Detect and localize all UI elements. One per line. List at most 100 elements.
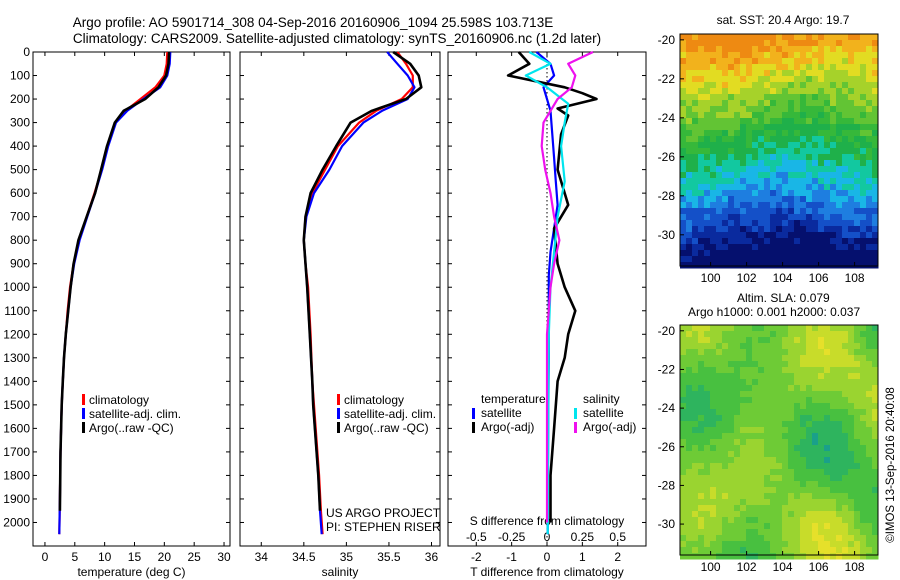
x-tick-label: 25 [188, 550, 202, 564]
y-tick-label: -22 [658, 72, 676, 86]
y-tick-label: 1800 [3, 468, 30, 482]
y-tick-label: 0 [23, 45, 30, 59]
x-tick-label: 104 [773, 560, 793, 574]
y-tick-label: -26 [658, 150, 676, 164]
y-tick-label: 900 [10, 257, 30, 271]
map-title: sat. SST: 20.4 Argo: 19.7 [717, 13, 850, 27]
series-line-argo-raw-qc- [302, 50, 423, 511]
legend-label: Argo(..raw -QC) [89, 421, 174, 435]
s-tick-label: 0 [544, 530, 551, 544]
y-tick-label: -28 [658, 478, 676, 492]
x-tick-label: 10 [98, 550, 112, 564]
y-tick-label: 500 [10, 163, 30, 177]
x-tick-label: 34 [255, 550, 269, 564]
x-axis-label: temperature (deg C) [77, 565, 185, 579]
heatmap-cells [680, 34, 879, 269]
legend-label: satellite [583, 406, 624, 420]
series-line-salinity-argo-adj- [540, 51, 594, 523]
y-tick-label: 1000 [3, 280, 30, 294]
legend-label: satellite-adj. clim. [89, 407, 181, 421]
legend-label: satellite-adj. clim. [344, 407, 436, 421]
legend-swatch [472, 422, 475, 433]
legend-swatch [337, 394, 340, 405]
panel-salinity: 34 34.5 35 35.5 36 salinity climatologysatelli… [239, 50, 441, 579]
legend-label: Argo(-adj) [481, 420, 534, 434]
legend-label: climatology [344, 393, 404, 407]
x-tick-label: 35 [340, 550, 354, 564]
series-line-salinity-satellite [524, 51, 570, 535]
panel-difference: T difference from climatology-2 -1 0 1 2 -0.5… [447, 51, 647, 579]
x-tick-label: 102 [737, 560, 757, 574]
legend-label: satellite [481, 406, 522, 420]
y-tick-label: 2000 [3, 515, 30, 529]
y-tick-label: 700 [10, 210, 30, 224]
legend-label: Argo(-adj) [583, 420, 636, 434]
x-tick-label: 30 [217, 550, 231, 564]
map-frame [679, 33, 879, 267]
legend-swatch [472, 408, 475, 419]
y-tick-label: 600 [10, 186, 30, 200]
y-tick-label: 1700 [3, 445, 30, 459]
pi-credit: PI: STEPHEN RISER [326, 520, 441, 534]
x-tick-label: 108 [845, 560, 865, 574]
x-tick-label: 2 [614, 550, 621, 564]
panel-temperature: 0100200300400500600700800900100011001200… [3, 45, 231, 579]
panel-sla_map: 100 102 104 106 108 -20 -22 -24 -26 -28 -30 Altim. … [658, 291, 879, 574]
legend-swatch [82, 422, 85, 433]
map-subtitle: Argo h1000: 0.001 h2000: 0.037 [688, 305, 860, 319]
y-tick-label: -26 [658, 440, 676, 454]
map-panels: 100 102 104 106 108 -20 -22 -24 -26 -28 -30 sat. SS… [658, 13, 879, 574]
legend-swatch [337, 408, 340, 419]
y-tick-label: -20 [658, 324, 676, 338]
x-tick-label: 100 [701, 560, 721, 574]
y-tick-label: -30 [658, 228, 676, 242]
map-title: Altim. SLA: 0.079 [737, 291, 830, 305]
x-axis-label: T difference from climatology [470, 565, 624, 579]
y-tick-label: -24 [658, 401, 676, 415]
figure-title-line2: Climatology: CARS2009. Satellite-adjuste… [73, 31, 601, 46]
panel-sst_map: 100 102 104 106 108 -20 -22 -24 -26 -28 -30 sat. SS… [658, 13, 879, 285]
x-tick-label: 102 [737, 271, 757, 285]
legend-swatch [574, 408, 577, 419]
project-credit: US ARGO PROJECT [326, 506, 441, 520]
y-tick-label: 1300 [3, 351, 30, 365]
y-tick-label: -22 [658, 362, 676, 376]
map-frame [679, 324, 879, 556]
x-tick-label: 0 [42, 550, 49, 564]
x-tick-label: 20 [158, 550, 172, 564]
y-tick-label: 1600 [3, 421, 30, 435]
x-tick-label: 36 [425, 550, 439, 564]
x-tick-label: -2 [471, 550, 482, 564]
x-tick-label: 34.5 [292, 550, 316, 564]
x-tick-label: 108 [845, 271, 865, 285]
y-tick-label: -28 [658, 189, 676, 203]
y-tick-label: 200 [10, 92, 30, 106]
x-tick-label: -1 [506, 550, 517, 564]
legend-swatch [82, 408, 85, 419]
figure-title-line1: Argo profile: AO 5901714_308 04-Sep-2016… [73, 15, 553, 30]
y-tick-label: 1400 [3, 374, 30, 388]
legend-heading: salinity [583, 392, 620, 406]
s-tick-label: -0.25 [498, 530, 526, 544]
legend-swatch [82, 394, 85, 405]
y-tick-label: 1900 [3, 492, 30, 506]
x-tick-label: 1 [579, 550, 586, 564]
plot-frame [32, 51, 231, 547]
x-tick-label: 35.5 [377, 550, 401, 564]
x-tick-label: 106 [809, 271, 829, 285]
series-line-argo-raw-qc- [58, 51, 171, 511]
x-tick-label: 5 [71, 550, 78, 564]
x-axis-label: salinity [322, 565, 359, 579]
x-tick-label: 100 [701, 271, 721, 285]
x-tick-label: 15 [128, 550, 142, 564]
legend-label: Argo(..raw -QC) [344, 421, 429, 435]
s-tick-label: 0.5 [609, 530, 626, 544]
profile-panels: 0100200300400500600700800900100011001200… [3, 45, 647, 579]
y-tick-label: 100 [10, 69, 30, 83]
y-tick-label: 800 [10, 233, 30, 247]
legend-swatch [574, 422, 577, 433]
imos-credit: ©IMOS 13-Sep-2016 20:40:08 [885, 387, 897, 543]
y-tick-label: 1500 [3, 398, 30, 412]
s-tick-label: -0.5 [466, 530, 487, 544]
